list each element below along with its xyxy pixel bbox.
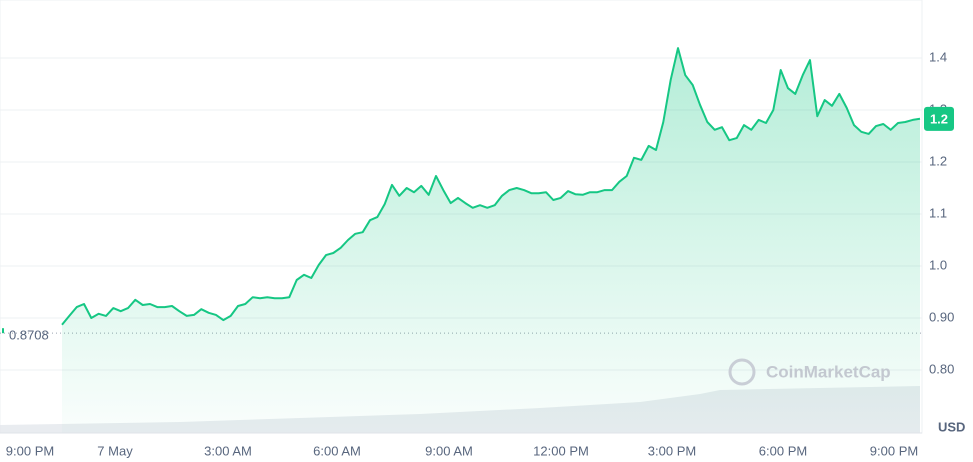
x-tick-label: 7 May <box>97 443 133 458</box>
y-tick-label: 0.90 <box>929 309 954 324</box>
y-tick-label: 1.1 <box>929 205 947 220</box>
y-tick-label: 1.0 <box>929 257 947 272</box>
x-tick-label: 6:00 PM <box>759 443 807 458</box>
current-price-badge <box>924 106 954 131</box>
x-tick-label: 9:00 AM <box>425 443 473 458</box>
open-price-label: 0.8708 <box>9 328 49 343</box>
price-line <box>61 47 921 326</box>
y-tick-label: 0.80 <box>929 361 954 376</box>
x-tick-label: 6:00 AM <box>313 443 361 458</box>
x-tick-label: 12:00 PM <box>533 443 589 458</box>
current-price-label: 1.2 <box>930 111 948 126</box>
x-tick-label: 9:00 PM <box>6 443 54 458</box>
x-tick-label: 3:00 PM <box>648 443 696 458</box>
x-tick-label: 3:00 AM <box>204 443 252 458</box>
watermark-text: CoinMarketCap <box>766 362 891 381</box>
y-tick-label: 1.4 <box>929 49 947 64</box>
currency-label: USD <box>938 419 965 434</box>
x-tick-label: 9:00 PM <box>870 443 918 458</box>
y-tick-label: 1.2 <box>929 153 947 168</box>
watermark: CoinMarketCap <box>728 358 891 386</box>
plot <box>0 47 922 433</box>
price-area <box>62 48 920 433</box>
